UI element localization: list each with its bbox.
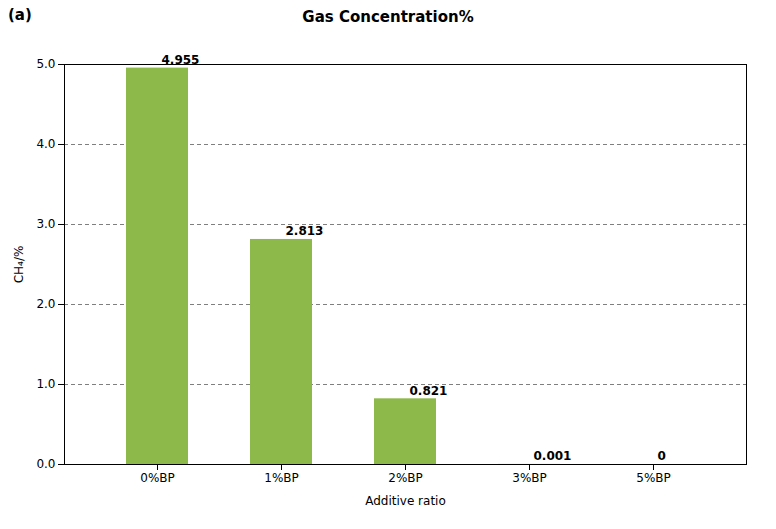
svg-text:0: 0 xyxy=(658,449,666,463)
svg-text:1%BP: 1%BP xyxy=(264,471,299,485)
svg-text:2.813: 2.813 xyxy=(286,224,324,238)
svg-text:0.001: 0.001 xyxy=(534,449,572,463)
svg-text:0.821: 0.821 xyxy=(410,384,448,398)
svg-text:2%BP: 2%BP xyxy=(388,471,423,485)
svg-text:CH₄/%: CH₄/% xyxy=(12,246,26,284)
svg-text:2.0: 2.0 xyxy=(36,297,55,311)
svg-text:5.0: 5.0 xyxy=(36,57,55,71)
svg-text:Additive ratio: Additive ratio xyxy=(365,494,446,508)
svg-text:4.0: 4.0 xyxy=(36,137,55,151)
svg-text:5%BP: 5%BP xyxy=(636,471,671,485)
html-text:Gas Concentration%: Gas Concentration% xyxy=(302,8,474,26)
svg-text:3%BP: 3%BP xyxy=(512,471,547,485)
svg-text:0%BP: 0%BP xyxy=(140,471,175,485)
html-text:(a): (a) xyxy=(8,6,32,24)
svg-text:3.0: 3.0 xyxy=(36,217,55,231)
svg-text:1.0: 1.0 xyxy=(36,377,55,391)
svg-text:0.0: 0.0 xyxy=(36,457,55,471)
svg-text:4.955: 4.955 xyxy=(161,52,200,67)
